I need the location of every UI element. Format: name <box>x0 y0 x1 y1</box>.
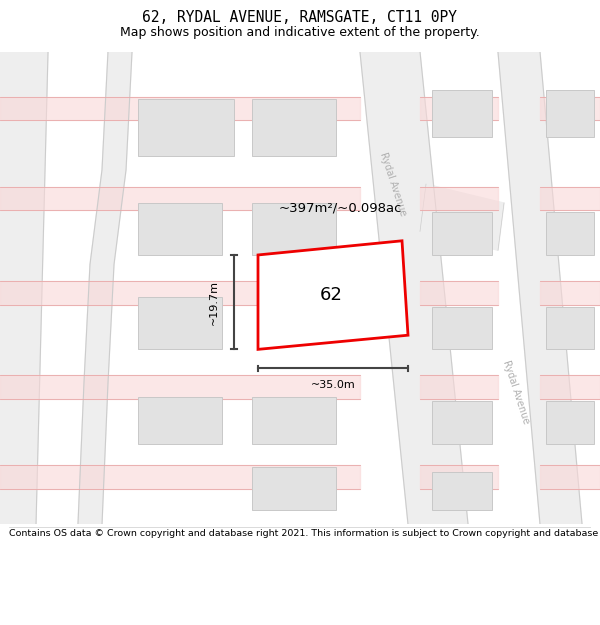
Polygon shape <box>540 97 600 121</box>
Bar <box>138 203 222 255</box>
Polygon shape <box>0 97 360 121</box>
Text: Contains OS data © Crown copyright and database right 2021. This information is : Contains OS data © Crown copyright and d… <box>9 529 600 538</box>
Polygon shape <box>540 281 600 304</box>
Bar <box>432 90 492 137</box>
Polygon shape <box>540 186 600 210</box>
Bar <box>432 213 492 255</box>
Bar <box>546 90 594 137</box>
Polygon shape <box>0 52 48 524</box>
Polygon shape <box>420 184 504 250</box>
Bar <box>138 396 222 444</box>
Bar <box>546 401 594 444</box>
Polygon shape <box>420 97 498 121</box>
Bar <box>546 213 594 255</box>
Text: ~35.0m: ~35.0m <box>311 380 355 390</box>
Polygon shape <box>420 376 498 399</box>
Text: ~19.7m: ~19.7m <box>209 279 219 324</box>
Bar <box>432 307 492 349</box>
Bar <box>432 472 492 510</box>
Bar <box>252 468 336 510</box>
Polygon shape <box>420 186 498 210</box>
Polygon shape <box>498 52 582 524</box>
Polygon shape <box>0 281 360 304</box>
Polygon shape <box>0 376 360 399</box>
Polygon shape <box>0 186 360 210</box>
Polygon shape <box>0 465 360 489</box>
Bar <box>138 298 222 349</box>
Bar <box>252 99 336 156</box>
Text: Map shows position and indicative extent of the property.: Map shows position and indicative extent… <box>120 26 480 39</box>
Polygon shape <box>78 52 132 524</box>
Bar <box>432 401 492 444</box>
Polygon shape <box>540 376 600 399</box>
Text: Rydal Avenue: Rydal Avenue <box>378 151 408 218</box>
Polygon shape <box>420 465 498 489</box>
Polygon shape <box>540 465 600 489</box>
Text: 62: 62 <box>320 286 343 304</box>
Polygon shape <box>258 241 408 349</box>
Polygon shape <box>420 281 498 304</box>
Bar <box>546 307 594 349</box>
Bar <box>252 396 336 444</box>
Text: 62, RYDAL AVENUE, RAMSGATE, CT11 0PY: 62, RYDAL AVENUE, RAMSGATE, CT11 0PY <box>143 11 458 26</box>
Bar <box>138 99 234 156</box>
Bar <box>252 203 336 255</box>
Polygon shape <box>360 52 468 524</box>
Text: ~397m²/~0.098ac.: ~397m²/~0.098ac. <box>278 201 406 214</box>
Text: Rydal Avenue: Rydal Avenue <box>501 359 531 425</box>
